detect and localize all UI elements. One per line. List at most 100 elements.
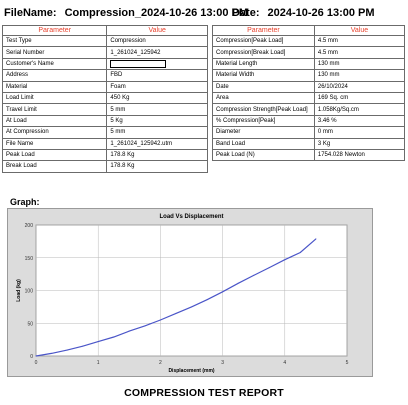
- chart-frame: 0 1 2 3 4 5 0 50 100 150 200 Load Vs Displacement Di…: [7, 208, 373, 377]
- parameter-cell: Compression Strength[Peak Load]: [212, 103, 315, 116]
- value-cell: 0 mm: [313, 126, 406, 139]
- x-tick-label: 0: [35, 360, 38, 366]
- value-column-header: Value: [106, 25, 208, 36]
- graph-label: Graph:: [10, 197, 40, 207]
- parameter-cell: Band Load: [212, 137, 315, 150]
- table-row: % Compression[Peak] 3.46 %: [212, 114, 406, 128]
- table-row: Area 169 Sq. cm: [212, 91, 406, 105]
- parameter-cell: Material Length: [212, 57, 315, 71]
- table-row: Customer's Name: [1, 57, 208, 71]
- y-tick-label: 0: [30, 354, 33, 360]
- data-point: [113, 336, 115, 338]
- parameter-cell: Load Limit: [1, 91, 108, 105]
- date-value: 2024-10-26 13:00 PM: [267, 7, 375, 19]
- filename-value: Compression_2024-10-26 13:00 PM: [64, 7, 249, 19]
- x-tick-label: 2: [159, 360, 162, 366]
- data-point: [206, 299, 208, 301]
- date-label: Date:: [232, 7, 260, 19]
- value-cell: 178.8 Kg: [106, 160, 208, 173]
- parameter-cell: Peak Load: [1, 148, 108, 162]
- customer-name-field: [110, 59, 167, 68]
- x-tick-label: 4: [283, 360, 286, 366]
- parameter-column-header: Parameter: [212, 25, 315, 36]
- value-cell: 1754.028 Newton: [313, 148, 406, 162]
- data-point: [128, 330, 130, 332]
- value-cell: Foam: [106, 80, 208, 93]
- parameter-cell: Break Load: [1, 160, 108, 173]
- parameters-table-left: Parameter Value Test Type Compression Seri…: [1, 25, 208, 173]
- table-row: Serial Number 1_261024_125942: [1, 46, 208, 59]
- filename-header: FileName: Compression_2024-10-26 13:00 PM: [4, 7, 248, 19]
- x-tick-label: 1: [97, 360, 100, 366]
- table-row: Compression[Break Load] 4.5 mm: [212, 46, 406, 59]
- parameter-column-header: Parameter: [1, 25, 108, 36]
- table-row: Test Type Compression: [1, 34, 208, 48]
- parameter-cell: Test Type: [1, 34, 108, 48]
- parameter-cell: At Load: [1, 114, 108, 128]
- parameter-cell: Diameter: [212, 126, 315, 139]
- table-row: Band Load 3 Kg: [212, 137, 406, 150]
- data-point: [222, 291, 224, 293]
- parameter-cell: Area: [212, 91, 315, 105]
- table-row: Date 26/10/2024: [212, 80, 406, 93]
- parameter-cell: Date: [212, 80, 315, 93]
- y-tick-label: 50: [27, 321, 33, 327]
- parameter-cell: At Compression: [1, 126, 108, 139]
- table-row: File Name 1_261024_125942.utm: [1, 137, 208, 150]
- value-cell: [106, 57, 208, 71]
- y-tick-label: 150: [25, 256, 34, 262]
- value-cell: 4.5 mm: [313, 34, 406, 48]
- value-cell: 130 mm: [313, 69, 406, 82]
- value-column-header: Value: [313, 25, 406, 36]
- table-row: Break Load 178.8 Kg: [1, 160, 208, 173]
- data-point: [66, 349, 68, 351]
- data-point: [175, 312, 177, 314]
- value-cell: 3 Kg: [313, 137, 406, 150]
- table-row: At Load 5 Kg: [1, 114, 208, 128]
- value-cell: 4.5 mm: [313, 46, 406, 59]
- filename-label: FileName:: [4, 7, 57, 19]
- value-cell: 5 mm: [106, 103, 208, 116]
- data-point: [159, 319, 161, 321]
- parameter-cell: Compression[Peak Load]: [212, 34, 315, 48]
- data-point: [237, 282, 239, 284]
- value-cell: 1_261024_125942.utm: [106, 137, 208, 150]
- data-point: [268, 267, 270, 269]
- value-cell: 130 mm: [313, 57, 406, 71]
- table-row: Address FBD: [1, 69, 208, 82]
- parameter-cell: Material: [1, 80, 108, 93]
- data-point: [35, 355, 37, 357]
- parameter-cell: Serial Number: [1, 46, 108, 59]
- value-cell: 178.8 Kg: [106, 148, 208, 162]
- value-cell: Compression: [106, 34, 208, 48]
- table-row: Load Limit 450 Kg: [1, 91, 208, 105]
- table-row: Peak Load 178.8 Kg: [1, 148, 208, 162]
- table-row: Material Width 130 mm: [212, 69, 406, 82]
- x-axis-label: Displacement (mm): [168, 368, 214, 374]
- data-point: [82, 345, 84, 347]
- parameters-table-right: Parameter Value Compression[Peak Load] 4.…: [212, 25, 406, 162]
- parameter-cell: Material Width: [212, 69, 315, 82]
- parameter-cell: File Name: [1, 137, 108, 150]
- value-cell: 26/10/2024: [313, 80, 406, 93]
- value-cell: 3.46 %: [313, 114, 406, 128]
- value-cell: 169 Sq. cm: [313, 91, 406, 105]
- value-cell: 5 Kg: [106, 114, 208, 128]
- x-tick-label: 5: [346, 360, 349, 366]
- x-tick-label: 3: [221, 360, 224, 366]
- value-cell: FBD: [106, 69, 208, 82]
- parameter-cell: Address: [1, 69, 108, 82]
- parameter-cell: Peak Load (N): [212, 148, 315, 162]
- data-point: [97, 341, 99, 343]
- table-row: Diameter 0 mm: [212, 126, 406, 139]
- data-point: [191, 306, 192, 308]
- y-axis-label: Load (kg): [16, 279, 22, 302]
- parameter-cell: Customer's Name: [1, 57, 108, 71]
- table-row: Material Foam: [1, 80, 208, 93]
- data-point: [284, 259, 286, 261]
- y-tick-label: 100: [25, 289, 34, 295]
- report-title: COMPRESSION TEST REPORT: [124, 387, 284, 399]
- table-row: Travel Limit 5 mm: [1, 103, 208, 116]
- parameter-cell: Compression[Break Load]: [212, 46, 315, 59]
